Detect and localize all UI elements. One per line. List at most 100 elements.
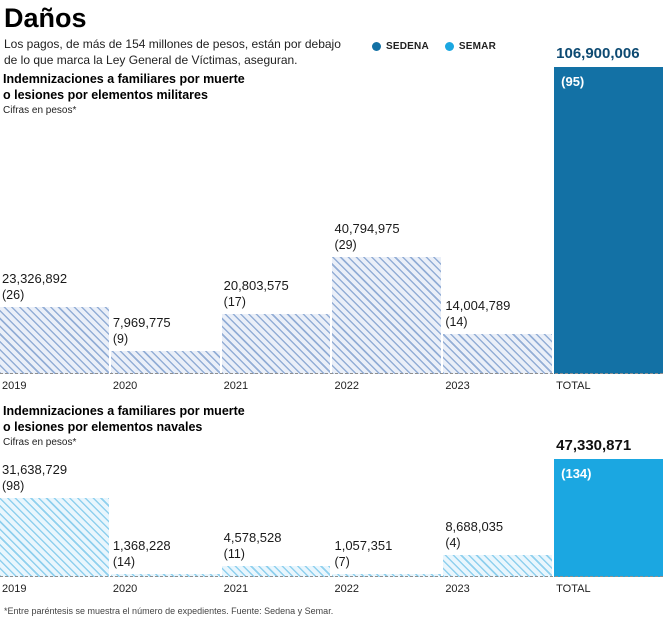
baseline-dashed xyxy=(0,576,663,577)
bar-labels: 4,578,528 (11) xyxy=(224,530,282,562)
chart-militares: Indemnizaciones a familiares por muerte … xyxy=(0,45,663,394)
year-bar xyxy=(110,574,220,577)
bar-column-total: (95) 106,900,006 xyxy=(554,45,663,374)
bar-count-label: (14) xyxy=(112,555,136,569)
year-bar xyxy=(443,555,553,577)
total-bar: (134) xyxy=(554,459,663,577)
bar-column-2019: 23,326,892 (26) xyxy=(0,67,109,374)
bar-column-total: (134) 47,330,871 xyxy=(554,437,663,577)
bar-count-label: (98) xyxy=(2,479,25,493)
units-note: Cifras en pesos* xyxy=(3,437,77,449)
subtitle: Los pagos, de más de 154 millones de pes… xyxy=(4,37,384,68)
x-axis-label-2019: 2019 xyxy=(2,583,27,595)
bar-column-2021: 20,803,575 (17) xyxy=(221,67,331,374)
bars-row-militares: 23,326,892 (26) 7,969,775 (9) 20,803,575 (17)… xyxy=(0,45,663,374)
bar-count-label: (9) xyxy=(112,332,129,346)
bar-value-label: 7,969,775 xyxy=(112,315,171,331)
chart-navales-title: Indemnizaciones a familiares por muerte … xyxy=(3,404,245,448)
legend: SEDENA SEMAR xyxy=(372,41,496,52)
bar-value-label: 20,803,575 xyxy=(223,278,289,294)
chart-title-line-2: o lesiones por elementos navales xyxy=(3,419,203,434)
bar-column-2019: 31,638,729 (98) xyxy=(0,459,109,577)
bar-value-label: 106,900,006 xyxy=(556,45,640,62)
bar-value-label: 47,330,871 xyxy=(556,437,632,454)
year-bar xyxy=(0,307,109,374)
semar-dot-icon xyxy=(444,42,454,51)
bar-count-label: (17) xyxy=(223,295,246,309)
bar-count-label: (11) xyxy=(223,547,245,561)
total-count-label: (95) xyxy=(561,74,585,89)
x-axis-navales: 2019 2020 2021 2022 2023 TOTAL xyxy=(0,579,663,597)
x-axis-label-2019: 2019 xyxy=(2,380,27,392)
baseline-dashed xyxy=(0,373,663,374)
total-bar: (95) xyxy=(554,67,663,374)
x-axis-militares: 2019 2020 2021 2022 2023 TOTAL xyxy=(0,376,663,394)
bar-value-label: 14,004,789 xyxy=(445,298,511,314)
legend-label-sedena: SEDENA xyxy=(386,41,429,52)
bar-column-2020: 7,969,775 (9) xyxy=(110,67,220,374)
bar-column-2023: 14,004,789 (14) xyxy=(443,67,553,374)
year-bar xyxy=(0,498,109,577)
bar-column-2022: 1,057,351 (7) xyxy=(332,459,442,577)
x-axis-label-2020: 2020 xyxy=(112,583,138,595)
year-bar xyxy=(443,334,553,374)
year-bar xyxy=(332,574,442,577)
bar-value-label: 1,057,351 xyxy=(334,538,393,554)
bar-labels: 23,326,892 (26) xyxy=(2,271,67,303)
bar-labels: 8,688,035 (4) xyxy=(445,519,503,551)
year-bar xyxy=(221,566,331,577)
chart-militares-title: Indemnizaciones a familiares por muerte … xyxy=(3,72,245,116)
bar-column-2022: 40,794,975 (29) xyxy=(332,67,442,374)
units-note: Cifras en pesos* xyxy=(3,105,77,117)
bar-column-2023: 8,688,035 (4) xyxy=(443,459,553,577)
legend-item-sedena: SEDENA xyxy=(372,41,429,52)
subtitle-line-2: de lo que marca la Ley General de Víctim… xyxy=(4,52,298,67)
bar-column-2020: 1,368,228 (14) xyxy=(110,459,220,577)
bar-labels: 1,057,351 (7) xyxy=(334,538,392,570)
bar-count-label: (29) xyxy=(334,238,357,252)
x-axis-label-2022: 2022 xyxy=(334,380,359,392)
bar-value-label: 31,638,729 xyxy=(2,462,68,478)
x-axis-label-2023: 2023 xyxy=(445,583,470,595)
bar-count-label: (14) xyxy=(445,315,468,329)
bar-count-label: (7) xyxy=(334,555,350,569)
page-title: Daños xyxy=(4,3,87,33)
bar-labels: 20,803,575 (17) xyxy=(224,278,289,310)
x-axis-label-2021: 2021 xyxy=(223,380,249,392)
x-axis-label-total: TOTAL xyxy=(556,583,591,595)
year-bar xyxy=(110,351,220,374)
bar-labels: 31,638,729 (98) xyxy=(2,462,67,494)
bar-labels: 14,004,789 (14) xyxy=(445,298,510,330)
x-axis-label-2022: 2022 xyxy=(334,583,359,595)
bar-value-label: 1,368,228 xyxy=(112,538,171,554)
chart-title-line-2: o lesiones por elementos militares xyxy=(3,87,208,102)
x-axis-label-2020: 2020 xyxy=(112,380,138,392)
subtitle-line-1: Los pagos, de más de 154 millones de pes… xyxy=(4,37,341,52)
bar-labels: 1,368,228 (14) xyxy=(113,538,171,570)
bar-column-2021: 4,578,528 (11) xyxy=(221,459,331,577)
legend-label-semar: SEMAR xyxy=(458,41,496,52)
bar-count-label: (26) xyxy=(2,288,25,302)
bar-labels: 40,794,975 (29) xyxy=(334,221,399,253)
bar-count-label: (4) xyxy=(445,536,461,550)
bar-value-label: 40,794,975 xyxy=(334,221,400,237)
year-bar xyxy=(332,257,442,374)
header: Daños Los pagos, de más de 154 millones … xyxy=(4,4,384,69)
bar-labels: 7,969,775 (9) xyxy=(113,315,171,347)
footer-source-note: *Entre paréntesis se muestra el número d… xyxy=(4,606,334,616)
chart-title-line-1: Indemnizaciones a familiares por muerte xyxy=(3,72,245,86)
x-axis-label-2021: 2021 xyxy=(223,583,249,595)
bar-value-label: 8,688,035 xyxy=(445,519,504,535)
x-axis-label-total: TOTAL xyxy=(556,380,591,392)
total-count-label: (134) xyxy=(561,466,592,481)
bar-labels: 106,900,006 xyxy=(556,45,639,63)
year-bar xyxy=(221,314,331,374)
bar-value-label: 23,326,892 xyxy=(2,271,68,287)
legend-item-semar: SEMAR xyxy=(444,41,496,52)
x-axis-label-2023: 2023 xyxy=(445,380,470,392)
sedena-dot-icon xyxy=(372,42,381,51)
bar-labels: 47,330,871 xyxy=(556,437,631,455)
chart-title-line-1: Indemnizaciones a familiares por muerte xyxy=(3,404,245,418)
chart-navales: Indemnizaciones a familiares por muerte … xyxy=(0,398,663,597)
bars-row-navales: 31,638,729 (98) 1,368,228 (14) 4,578,528 (11)… xyxy=(0,437,663,577)
